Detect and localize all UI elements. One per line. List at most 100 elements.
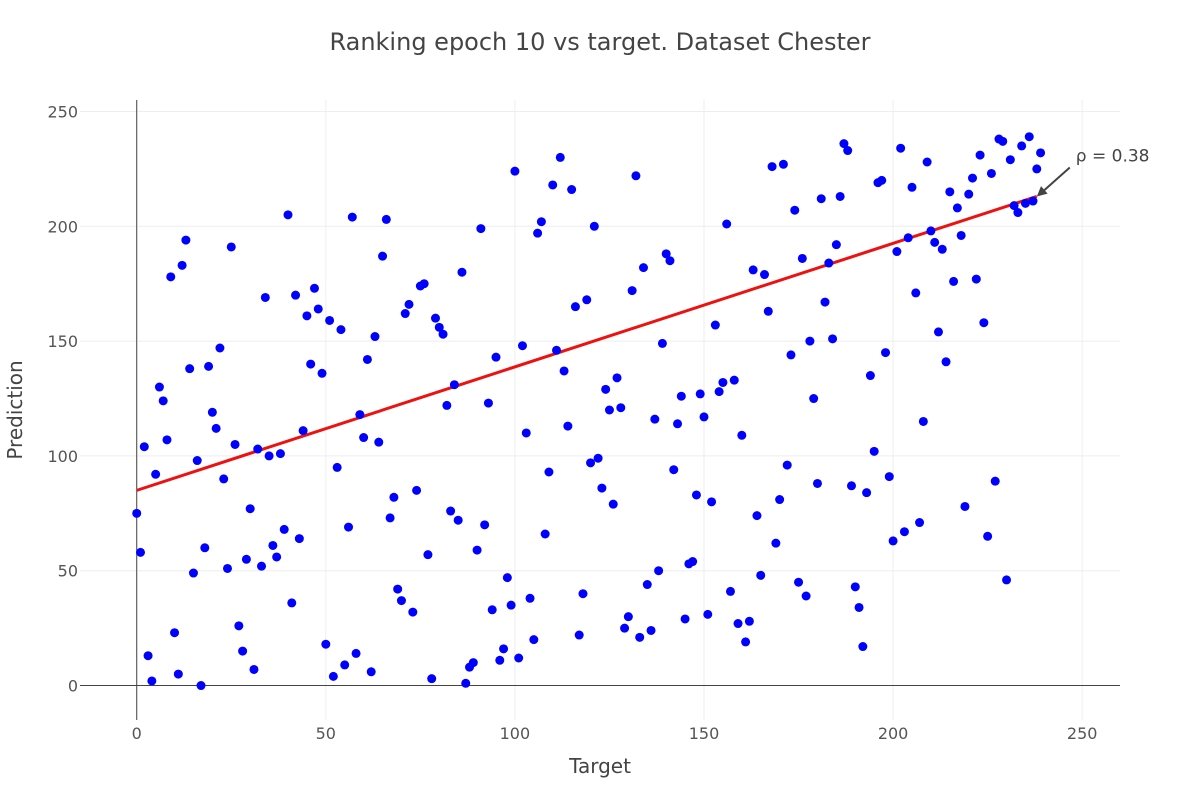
data-point [396,596,406,606]
data-points [132,132,1046,691]
data-point [313,304,323,314]
data-point [506,600,516,610]
data-point [196,681,206,691]
data-point [563,421,573,431]
data-point [241,554,251,564]
data-point [487,605,497,615]
data-point [230,439,240,449]
data-point [381,214,391,224]
data-point [521,428,531,438]
data-point [896,143,906,153]
data-point [650,414,660,424]
data-point [181,235,191,245]
data-point [294,534,304,544]
data-point [548,180,558,190]
data-point [892,247,902,257]
data-point [899,527,909,537]
data-point [177,260,187,270]
data-point [586,458,596,468]
data-point [930,237,940,247]
data-point [215,343,225,353]
data-point [903,233,913,243]
data-point [797,253,807,263]
data-point [975,150,985,160]
data-point [385,513,395,523]
data-point [453,515,463,525]
data-point [222,563,232,573]
data-point [430,313,440,323]
data-point [264,451,274,461]
data-point [691,490,701,500]
data-point [846,481,856,491]
data-point [185,364,195,374]
data-point [139,442,149,452]
data-point [476,224,486,234]
data-point [540,529,550,539]
data-point [816,194,826,204]
data-point [608,499,618,509]
data-point [593,453,603,463]
data-point [154,382,164,392]
data-point [620,623,630,633]
data-point [567,185,577,195]
data-point [775,495,785,505]
data-point [438,329,448,339]
annotation-arrowhead [1036,186,1048,197]
data-point [839,139,849,149]
data-point [869,446,879,456]
data-point [718,377,728,387]
data-point [854,602,864,612]
data-point [219,474,229,484]
data-point [321,639,331,649]
data-point [1009,201,1019,211]
data-point [612,373,622,383]
data-point [427,674,437,684]
data-point [741,637,751,647]
data-point [260,292,270,302]
data-point [756,570,766,580]
data-point [881,348,891,358]
axes [80,100,1120,720]
data-point [442,400,452,410]
data-point [245,504,255,514]
data-point [884,472,894,482]
data-point [495,655,505,665]
data-point [725,586,735,596]
data-point [502,573,512,583]
data-point [915,518,925,528]
data-point [461,678,471,688]
data-point [472,545,482,555]
data-point [680,614,690,624]
data-point [158,396,168,406]
data-point [1013,208,1023,218]
data-point [767,162,777,172]
data-point [143,651,153,661]
data-point [400,309,410,319]
data-point [865,371,875,381]
data-point [979,318,989,328]
data-point [828,334,838,344]
data-point [771,538,781,548]
data-point [850,582,860,592]
data-point [249,664,259,674]
annotation-arrow [1042,166,1071,193]
data-point [695,389,705,399]
data-point [627,286,637,296]
data-point [971,274,981,284]
x-tick-label: 200 [878,724,909,743]
data-point [778,159,788,169]
data-point [782,460,792,470]
data-point [983,531,993,541]
data-point [1002,575,1012,585]
data-point [188,568,198,578]
data-point [328,671,338,681]
data-point [907,182,917,192]
y-tick-label: 250 [47,102,78,121]
data-point [654,566,664,576]
data-point [661,249,671,259]
data-point [801,591,811,601]
data-point [536,217,546,227]
tick-labels: 0 50 100 150 200 250 0 50 100 150 200 250 [47,102,1097,743]
